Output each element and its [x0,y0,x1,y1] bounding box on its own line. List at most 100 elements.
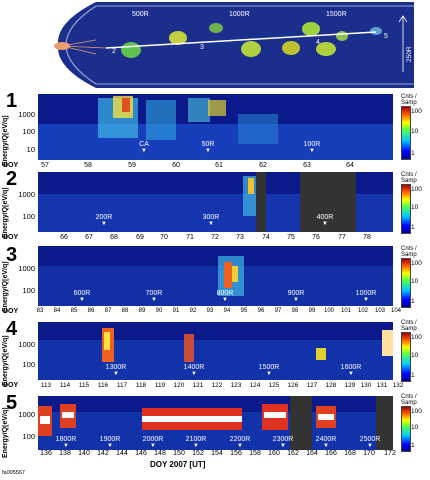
doy-label: DOY [3,234,19,241]
colorbar-tick: 10 [411,128,419,135]
event-blob [241,41,261,57]
doy-tick: 129 [344,382,356,389]
doy-tick: 75 [287,234,295,241]
doy-tick: 118 [135,382,147,389]
distance-marker: 1800R ▼ [55,436,77,449]
panel-5: 5 Energy/Q[eV/q] 1000 100 1800R ▼ 1900R ▼ … [0,392,430,460]
y-axis-label: Energy/Q[eV/q] [2,187,9,238]
distance-marker: 1500R ▼ [258,364,280,377]
distance-marker: 2200R ▼ [229,436,251,449]
doy-axis: DOY 57 58 59 60 61 62 63 64 [0,162,400,172]
doy-tick: 104 [390,308,402,314]
doy-tick: 59 [128,162,136,169]
event-blob [316,42,336,56]
panel-number: 1 [6,90,18,112]
colorbar-title: Cnts / Samp [401,394,417,406]
segment-label-2: 2 [112,48,116,55]
doy-tick: 85 [70,308,78,314]
distance-marker: 2100R ▼ [185,436,207,449]
doy-tick: 102 [357,308,369,314]
doy-tick: 98 [291,308,299,314]
colorbar [401,406,411,452]
doy-tick: 158 [249,450,261,457]
colorbar-tick: 100 [411,260,422,267]
doy-tick: 78 [363,234,371,241]
doy-tick: 125 [268,382,280,389]
doy-tick: 156 [230,450,242,457]
doy-tick: 113 [40,382,52,389]
scale-bar-label: 250R [406,46,413,62]
doy-tick: 86 [87,308,95,314]
y-axis-label: Energy/Q[eV/q] [2,115,9,166]
doy-tick: 99 [308,308,316,314]
doy-tick: 58 [84,162,92,169]
distance-label-1000: 1000R [229,11,250,18]
doy-tick: 84 [53,308,61,314]
distance-marker: 50R ▼ [201,141,215,154]
colorbar-tick: 1 [411,442,415,449]
panel-4: 4 Energy/Q[eV/q] 1000 100 1300R ▼ 1400R ▼ … [0,318,430,392]
y-tick: 1000 [18,190,35,199]
doy-tick: 117 [116,382,128,389]
doy-tick: 57 [41,162,49,169]
doy-tick: 89 [138,308,146,314]
distance-marker: 2300R ▼ [272,436,294,449]
doy-tick: 74 [262,234,270,241]
y-tick: 100 [22,127,35,136]
distance-marker: 1400R ▼ [183,364,205,377]
event-blob [209,23,223,33]
scale-bar [398,15,408,72]
colorbar [401,106,411,160]
distance-marker: 1900R ▼ [99,436,121,449]
y-tick: 1000 [18,264,35,273]
trajectory-line [105,31,377,49]
schematic-background [36,2,414,88]
y-tick: 100 [22,212,35,221]
doy-tick: 91 [172,308,180,314]
colorbar-tick: 1 [411,224,415,231]
spectrogram-3 [38,246,393,306]
spectrogram-4 [38,322,393,380]
event-blob [336,31,348,41]
distance-marker: 100R ▼ [303,141,321,154]
distance-marker: 400R ▼ [316,214,334,227]
distance-marker: 600R ▼ [73,290,91,303]
colorbar-tick: 100 [411,334,422,341]
panel-number: 3 [6,244,18,266]
distance-marker: 2400R ▼ [315,436,337,449]
doy-tick: 160 [268,450,280,457]
doy-tick: 124 [249,382,261,389]
colorbar-tick: 100 [411,408,422,415]
doy-label: DOY [3,382,19,389]
doy-tick: 64 [346,162,354,169]
y-tick: 100 [22,432,35,441]
doy-axis: DOY 113 114 115 116 117 118 119 120 121 … [0,382,403,392]
flyby-trajectory-inner [61,39,107,55]
doy-tick: 132 [392,382,404,389]
doy-tick: 123 [230,382,242,389]
colorbar-title: Cnts / Samp [401,246,417,258]
colorbar-tick: 100 [411,108,422,115]
distance-label-500: 500R [132,11,149,18]
colorbar-tick: 1 [411,372,415,379]
y-tick: 10 [26,145,35,154]
doy-tick: 90 [155,308,163,314]
panel-1: 1 Energy/Q[eV/q] 1000 100 10 CA ▼ 50R ▼ 10… [0,90,430,172]
doy-tick: 144 [116,450,128,457]
colorbar-title: Cnts / Samp [401,94,417,106]
distance-marker: 1000R ▼ [355,290,377,303]
colorbar [401,258,411,308]
colorbar [401,332,411,382]
colorbar-tick: 10 [411,424,419,431]
colorbar-title: Cnts / Samp [401,172,417,184]
y-axis-label: Energy/Q[eV/q] [2,335,9,386]
colorbar-tick: 100 [411,186,422,193]
doy-tick: 119 [154,382,166,389]
doy-tick: 96 [257,308,265,314]
doy-tick: 122 [211,382,223,389]
doy-tick: 120 [173,382,185,389]
doy-tick: 69 [136,234,144,241]
doy-tick: 61 [215,162,223,169]
doy-tick: 126 [287,382,299,389]
doy-axis: DOY 66 67 68 69 70 71 72 73 74 75 76 77 … [0,234,400,244]
